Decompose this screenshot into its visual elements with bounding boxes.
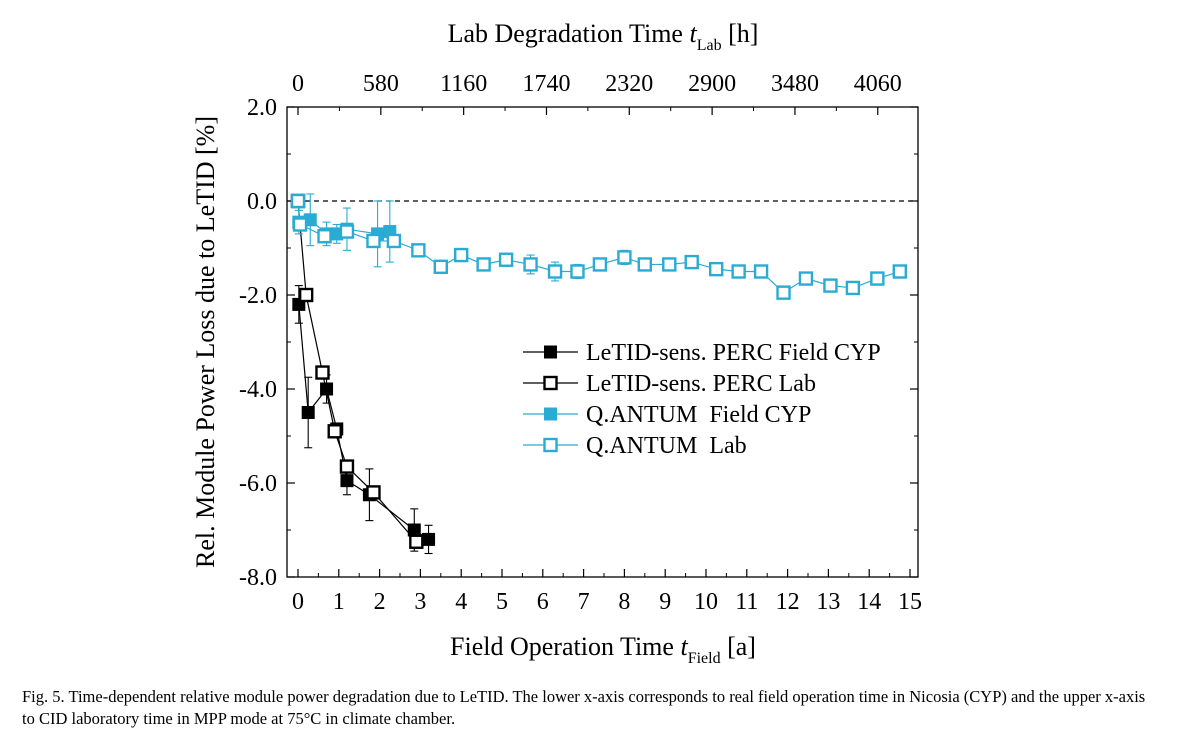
series-line	[297, 200, 900, 294]
data-point	[476, 257, 491, 272]
data-layer	[290, 193, 907, 555]
axes: 0 1 2 3 4 5 6 7 8 9 10 11 12 13 14 150 580 1160 1740 2320 29…	[239, 71, 922, 615]
data-point	[315, 365, 330, 380]
data-point	[301, 406, 315, 419]
legend: LeTID-sens. PERC Field CYP LeTID-sens. PE…	[523, 340, 881, 459]
data-point	[327, 424, 342, 439]
top-tick-label: 580	[363, 71, 399, 97]
top-tick-label: 3480	[771, 71, 819, 97]
top-tick-label: 1160	[440, 71, 487, 97]
y-tick-label: -4.0	[239, 377, 277, 403]
legend-label: LeTID-sens. PERC Field CYP	[586, 340, 881, 366]
x-tick-label: 7	[578, 589, 590, 615]
x-tick-label: 13	[816, 589, 840, 615]
y-axis-title: Rel. Module Power Loss due to LeTID [%]	[191, 116, 220, 568]
legend-marker	[544, 345, 557, 359]
legend-marker	[543, 375, 558, 391]
x-tick-label: 11	[735, 589, 758, 615]
x-tick-label: 8	[618, 589, 630, 615]
top-axis-title: Lab Degradation Time tLab [h]	[448, 19, 759, 54]
data-point	[892, 264, 907, 279]
data-point	[386, 233, 402, 249]
x-tick-label: 15	[898, 589, 922, 615]
data-point	[731, 264, 746, 279]
data-point	[570, 264, 585, 279]
data-point	[637, 257, 652, 272]
legend-label: Q.ANTUM Lab	[586, 433, 747, 459]
data-point	[523, 257, 538, 272]
data-point	[366, 485, 381, 500]
data-point	[776, 285, 791, 300]
data-point	[366, 233, 381, 249]
top-tick-label: 2320	[605, 71, 653, 97]
top-tick-label: 4060	[854, 71, 902, 97]
data-point	[339, 224, 355, 239]
data-point	[798, 271, 814, 286]
chart-svg: 0 1 2 3 4 5 6 7 8 9 10 11 12 13 14 150 580 1160 1740 2320 29…	[191, 19, 922, 667]
x-tick-label: 10	[694, 589, 718, 615]
data-point	[823, 278, 838, 293]
data-point	[684, 254, 699, 270]
data-point	[592, 257, 608, 272]
data-point	[292, 217, 308, 232]
y-tick-label: 2.0	[247, 95, 277, 121]
data-point	[547, 264, 563, 279]
data-point	[454, 247, 469, 263]
data-point	[411, 243, 426, 258]
data-point	[753, 264, 769, 279]
top-tick-label: 1740	[522, 71, 570, 97]
x-tick-label: 1	[333, 589, 345, 615]
x-tick-label: 0	[292, 589, 304, 615]
data-point	[498, 252, 514, 267]
legend-label: Q.ANTUM Field CYP	[586, 402, 811, 428]
data-point	[662, 257, 677, 272]
series-4	[290, 193, 907, 300]
data-point	[339, 459, 355, 474]
top-tick-label: 0	[292, 71, 304, 97]
legend-marker	[544, 407, 557, 421]
x-tick-label: 12	[776, 589, 800, 615]
x-tick-label: 2	[374, 589, 386, 615]
x-tick-label: 5	[496, 589, 508, 615]
data-point	[845, 280, 861, 296]
data-point	[340, 474, 354, 488]
legend-marker	[543, 437, 558, 453]
series-2	[290, 193, 424, 549]
series-line	[298, 304, 429, 540]
y-tick-label: -2.0	[239, 283, 277, 309]
top-tick-label: 2900	[688, 71, 736, 97]
data-point	[298, 287, 314, 303]
x-tick-label: 6	[537, 589, 549, 615]
data-point	[422, 532, 436, 546]
x-tick-label: 14	[857, 589, 881, 615]
bottom-axis-title: Field Operation Time tField [a]	[450, 632, 756, 667]
figure-caption: Fig. 5. Time-dependent relative module p…	[22, 687, 1146, 728]
y-tick-label: -8.0	[239, 565, 277, 591]
series-1	[292, 285, 436, 555]
legend-label: LeTID-sens. PERC Lab	[586, 371, 816, 397]
data-point	[870, 271, 885, 286]
y-tick-label: 0.0	[247, 189, 277, 215]
data-point	[409, 534, 424, 549]
x-tick-label: 9	[659, 589, 671, 615]
data-point	[433, 259, 448, 274]
y-tick-label: -6.0	[239, 471, 277, 497]
x-tick-label: 3	[414, 589, 426, 615]
x-tick-label: 4	[455, 589, 467, 615]
data-point	[709, 261, 724, 277]
data-point	[617, 250, 632, 265]
data-point	[317, 229, 332, 244]
data-point	[290, 193, 306, 209]
